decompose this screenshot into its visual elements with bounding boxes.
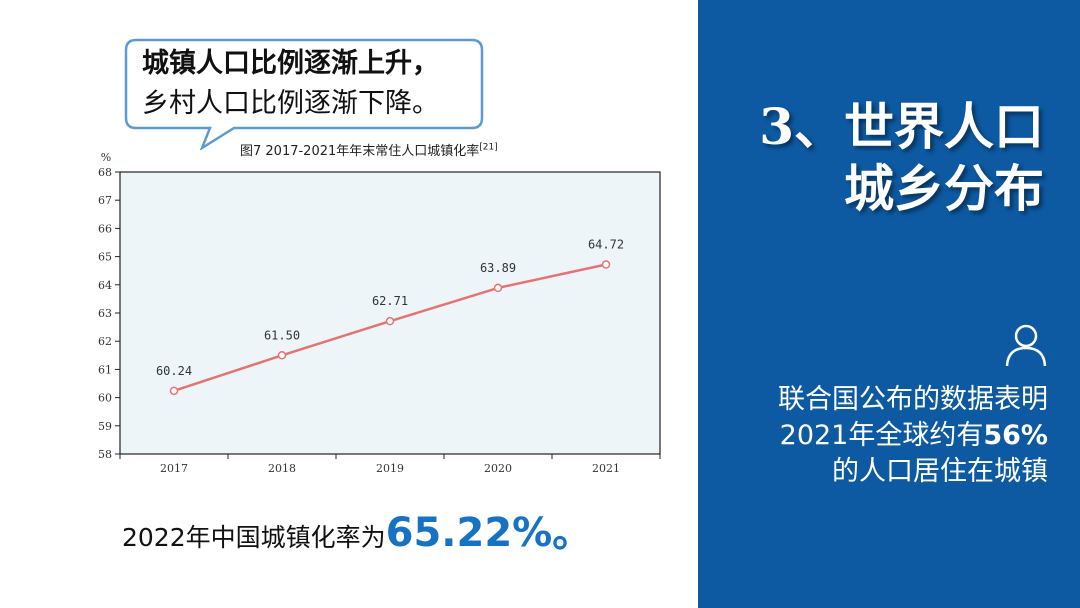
y-tick-label: 63 [98, 307, 112, 320]
plot-area [119, 171, 661, 455]
y-tick-label: 62 [98, 335, 112, 348]
bottom-text: 2022年中国城镇化率为 [122, 523, 386, 552]
user-icon [1005, 324, 1047, 367]
x-tick-label: 2018 [268, 462, 296, 475]
y-tick-label: 68 [98, 166, 112, 179]
y-tick-label: 58 [98, 448, 112, 461]
fact-line3: 的人口居住在城镇 [832, 456, 1048, 487]
line-chart: % 58 59 60 61 62 63 64 65 66 67 68 2017 2018 2019 2020… [98, 151, 661, 475]
callout-text: 城镇人口比例逐渐上升， 乡村人口比例逐渐下降。 [142, 44, 439, 124]
callout-line2: 乡村人口比例逐渐下降。 [142, 88, 439, 119]
y-tick-label: 60 [98, 392, 112, 405]
fact-line1: 联合国公布的数据表明 [778, 384, 1048, 415]
x-tick-label: 2019 [376, 462, 404, 475]
data-point [277, 351, 287, 360]
data-point [169, 386, 179, 396]
section-title-line1: 3、世界人口 [759, 97, 1044, 156]
section-title-line2: 城乡分布 [844, 159, 1044, 218]
bottom-statement: 2022年中国城镇化率为65.22%。 [122, 500, 592, 558]
data-label: 62.71 [372, 294, 408, 308]
fact-line2-value: 56% [983, 420, 1048, 451]
fact-line2-prefix: 2021年全球约有 [779, 420, 984, 451]
x-tick-label: 2020 [484, 462, 512, 475]
y-tick-label: 64 [98, 279, 112, 292]
y-tick-label: 61 [98, 363, 112, 376]
data-label: 63.89 [480, 261, 516, 275]
fact-line2: 2021年全球约有56% [698, 418, 1048, 454]
y-tick-label: 67 [98, 194, 112, 207]
fact-text: 联合国公布的数据表明 2021年全球约有56% 的人口居住在城镇 [698, 382, 1048, 490]
data-point [493, 283, 503, 293]
callout-bubble [124, 38, 484, 150]
data-label: 64.72 [588, 237, 624, 251]
y-tick-label: 66 [98, 222, 112, 235]
section-title: 3、世界人口 城乡分布 [698, 96, 1044, 220]
y-tick-label: 59 [98, 420, 112, 433]
y-tick-label: 65 [98, 251, 112, 264]
right-panel: 3、世界人口 城乡分布 联合国公布的数据表明 2021年全球约有56% 的人口居… [698, 0, 1080, 608]
chart-title-ref: [21] [479, 142, 498, 153]
data-point [385, 316, 395, 326]
x-tick-label: 2021 [592, 462, 620, 475]
chart-title: 图7 2017-2021年年末常住人口城镇化率[21] [240, 140, 498, 159]
data-point [601, 260, 611, 269]
bottom-value: 65.22%。 [385, 510, 593, 556]
data-label: 61.50 [264, 328, 300, 342]
data-label: 60.24 [156, 364, 192, 378]
y-axis-unit: % [101, 151, 111, 164]
callout-line1: 城镇人口比例逐渐上升， [142, 48, 439, 79]
x-tick-label: 2017 [160, 462, 188, 475]
chart-title-text: 图7 2017-2021年年末常住人口城镇化率 [240, 144, 480, 159]
